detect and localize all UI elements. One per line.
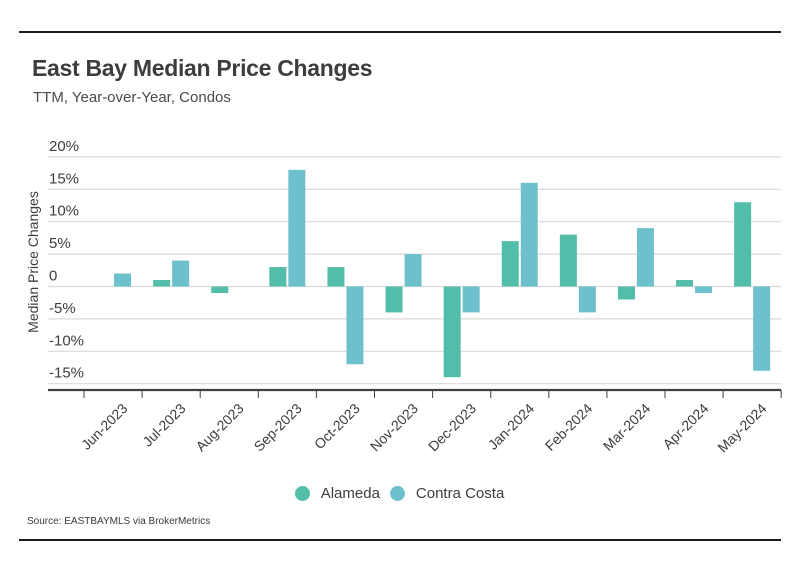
bar-contra-costa-oct-2023[interactable]	[346, 286, 364, 365]
legend-label-alameda: Alameda	[320, 485, 380, 502]
y-tick-label: -5%	[49, 300, 76, 317]
chart-title: East Bay Median Price Changes	[32, 55, 373, 81]
y-tick-label: 5%	[49, 235, 71, 252]
bar-contra-costa-nov-2023[interactable]	[404, 254, 422, 287]
bar-alameda-oct-2023[interactable]	[327, 267, 345, 287]
x-tick-label: Dec-2023	[425, 400, 479, 454]
legend-swatch-contra-costa	[389, 486, 405, 501]
y-axis-label: Median Price Changes	[25, 191, 41, 333]
y-tick-label: 10%	[49, 203, 79, 220]
x-tick-label: Jul-2023	[139, 400, 188, 449]
source-note: Source: EASTBAYMLS via BrokerMetrics	[27, 516, 211, 527]
x-tick-label: Mar-2024	[600, 400, 654, 454]
legend-label-contra-costa: Contra Costa	[415, 485, 505, 502]
bar-alameda-jul-2023[interactable]	[153, 280, 171, 287]
y-tick-label: -10%	[49, 332, 84, 349]
x-tick-label: Nov-2023	[367, 400, 421, 454]
x-tick-label: Jun-2023	[78, 400, 131, 453]
bar-contra-costa-jul-2023[interactable]	[172, 260, 190, 287]
x-axis	[48, 388, 782, 398]
x-tick-label: Aug-2023	[192, 400, 246, 454]
bars	[114, 169, 771, 378]
bar-contra-costa-jan-2024[interactable]	[520, 182, 538, 287]
bar-alameda-may-2024[interactable]	[734, 202, 752, 287]
top-rule	[19, 31, 781, 33]
y-tick-label: -15%	[49, 365, 84, 382]
bar-contra-costa-sep-2023[interactable]	[288, 169, 306, 287]
bar-alameda-sep-2023[interactable]	[269, 267, 287, 287]
bar-alameda-jan-2024[interactable]	[501, 241, 519, 287]
y-tick-label: 20%	[49, 138, 79, 155]
bar-contra-costa-may-2024[interactable]	[753, 286, 771, 371]
chart-subtitle: TTM, Year-over-Year, Condos	[33, 89, 231, 106]
bar-alameda-mar-2024[interactable]	[617, 286, 635, 300]
x-tick-label: Apr-2024	[659, 400, 711, 452]
bar-alameda-nov-2023[interactable]	[385, 286, 403, 313]
x-tick-label: May-2024	[714, 400, 769, 455]
y-tick-labels: 20% 15% 10% 5% 0 -5% -10% -15%	[49, 138, 84, 382]
bar-alameda-apr-2024[interactable]	[676, 280, 694, 287]
x-tick-label: Feb-2024	[542, 400, 596, 454]
x-tick-label: Sep-2023	[251, 400, 305, 454]
legend-item-alameda[interactable]: Alameda	[294, 485, 380, 502]
y-tick-label: 15%	[49, 170, 79, 187]
bar-contra-costa-jun-2023[interactable]	[114, 273, 132, 287]
bar-alameda-dec-2023[interactable]	[443, 286, 461, 378]
bar-alameda-feb-2024[interactable]	[559, 234, 577, 287]
x-tick-label: Jan-2024	[485, 400, 538, 453]
bar-contra-costa-dec-2023[interactable]	[462, 286, 480, 313]
x-tick-label: Oct-2023	[311, 400, 363, 452]
bar-contra-costa-apr-2024[interactable]	[695, 286, 713, 293]
legend-item-contra-costa[interactable]: Contra Costa	[389, 485, 505, 502]
bar-contra-costa-feb-2024[interactable]	[578, 286, 596, 313]
y-tick-label: 0	[49, 268, 57, 285]
bar-contra-costa-mar-2024[interactable]	[636, 228, 654, 287]
bar-alameda-aug-2023[interactable]	[211, 286, 229, 293]
x-tick-labels: Jun-2023 Jul-2023 Aug-2023 Sep-2023 Oct-2023…	[78, 400, 770, 455]
legend: Alameda Contra Costa	[0, 485, 799, 502]
legend-swatch-alameda	[294, 486, 310, 501]
bottom-rule	[19, 539, 781, 541]
